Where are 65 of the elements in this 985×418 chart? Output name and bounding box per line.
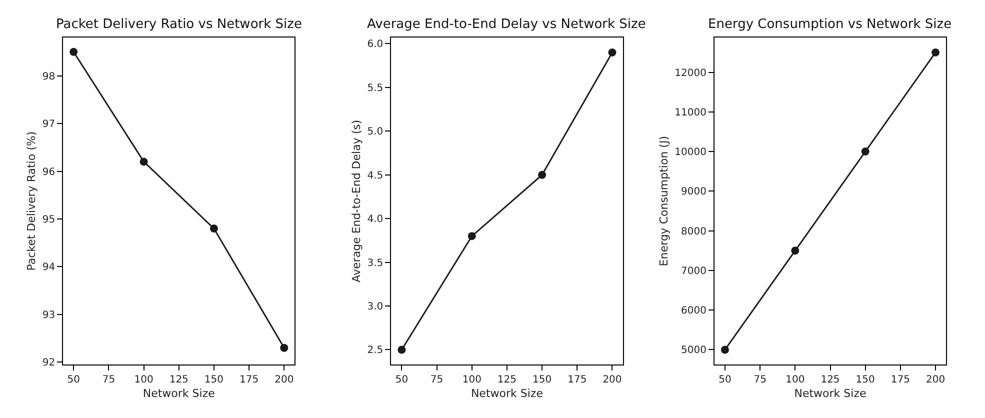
chart-title: Energy Consumption vs Network Size	[708, 17, 952, 32]
y-tick-label: 8000	[680, 226, 706, 238]
y-tick-label: 10000	[674, 147, 706, 158]
y-tick-label: 5.0	[367, 126, 384, 138]
y-tick-label: 95	[42, 214, 56, 226]
x-tick-label: 75	[102, 374, 116, 386]
point	[398, 346, 406, 354]
y-axis-title: Packet Delivery Ratio (%)	[24, 131, 38, 271]
x-tick-label: 200	[926, 374, 946, 386]
point	[280, 344, 288, 352]
x-tick-label: 150	[532, 374, 552, 386]
x-tick-label: 50	[395, 374, 408, 386]
x-axis-title: Network Size	[470, 386, 544, 400]
point	[468, 232, 476, 240]
x-tick-label: 200	[602, 374, 622, 386]
chart-title: Average End-to-End Delay vs Network Size	[367, 17, 646, 32]
x-tick-label: 125	[169, 374, 188, 386]
point	[538, 170, 546, 179]
y-tick-label: 5.5	[367, 82, 384, 94]
y-tick-label: 6.0	[367, 39, 384, 50]
x-tick-label: 75	[754, 374, 766, 386]
y-tick-label: 11000	[674, 107, 706, 118]
x-tick-label: 50	[67, 374, 80, 386]
y-tick-label: 97	[42, 119, 56, 130]
x-tick-label: 175	[890, 374, 910, 386]
point	[932, 48, 940, 56]
y-tick-label: 5000	[680, 345, 706, 356]
x-tick-label: 50	[718, 374, 732, 386]
point	[861, 148, 870, 156]
y-tick-label: 98	[42, 71, 56, 82]
point	[720, 346, 729, 354]
x-tick-label: 125	[497, 374, 517, 386]
y-tick-label: 94	[42, 262, 56, 274]
y-tick-label: 93	[42, 310, 56, 321]
x-tick-label: 150	[204, 374, 224, 386]
x-tick-label: 100	[134, 374, 154, 386]
point	[70, 48, 78, 56]
y-tick-label: 96	[42, 166, 56, 178]
x-tick-label: 175	[568, 374, 587, 386]
y-tick-label: 2.5	[367, 345, 384, 356]
point	[608, 48, 616, 56]
y-tick-label: 92	[42, 358, 56, 369]
y-tick-label: 9000	[680, 186, 706, 198]
point	[210, 224, 218, 233]
x-axis-title: Network Size	[142, 386, 216, 400]
y-tick-label: 3.5	[367, 258, 384, 269]
y-tick-label: 4.5	[367, 170, 384, 182]
x-tick-label: 75	[430, 374, 444, 386]
chart-title: Packet Delivery Ratio vs Network Size	[56, 17, 302, 32]
x-tick-label: 175	[240, 374, 259, 386]
x-tick-label: 100	[786, 374, 805, 386]
x-tick-label: 125	[820, 374, 840, 386]
y-tick-label: 7000	[680, 266, 706, 277]
y-axis-title: Energy Consumption (J)	[657, 136, 670, 266]
x-axis-title: Network Size	[794, 386, 866, 400]
point	[140, 158, 148, 166]
y-tick-label: 3.0	[367, 302, 384, 313]
y-tick-label: 6000	[680, 306, 706, 317]
y-tick-label: 4.0	[367, 214, 384, 226]
x-tick-label: 200	[274, 374, 294, 386]
x-tick-label: 100	[462, 374, 482, 386]
y-tick-label: 12000	[674, 68, 706, 79]
point	[791, 246, 800, 255]
y-axis-title: Average End-to-End Delay (s)	[350, 120, 363, 282]
x-tick-label: 150	[856, 374, 875, 386]
